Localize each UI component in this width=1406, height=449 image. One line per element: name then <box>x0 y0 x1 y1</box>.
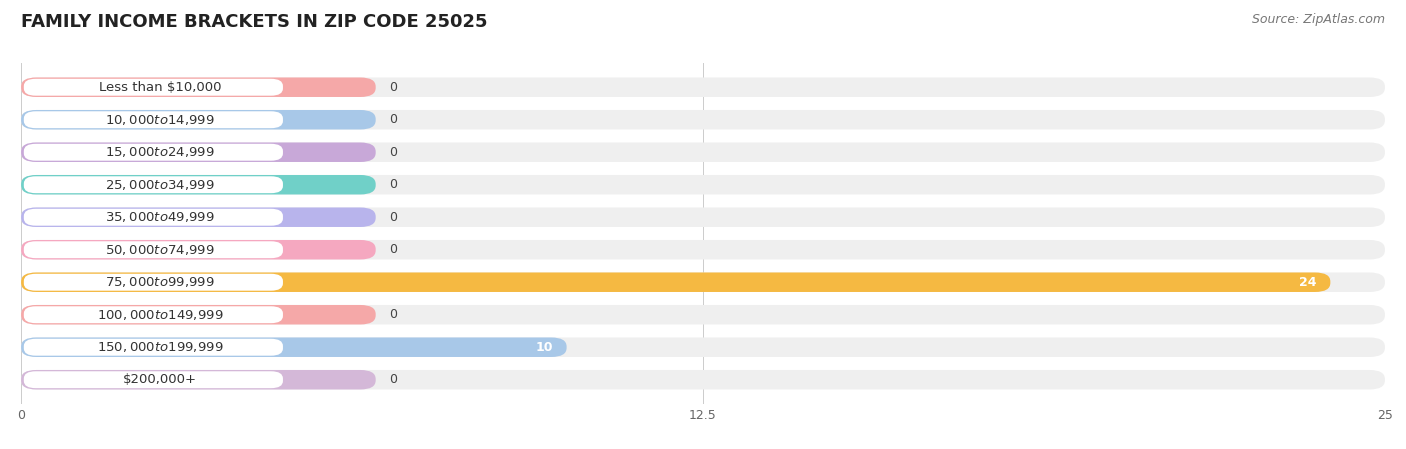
Text: $10,000 to $14,999: $10,000 to $14,999 <box>105 113 215 127</box>
FancyBboxPatch shape <box>21 175 375 194</box>
FancyBboxPatch shape <box>21 78 375 97</box>
FancyBboxPatch shape <box>21 338 1385 357</box>
FancyBboxPatch shape <box>21 207 375 227</box>
Text: 0: 0 <box>389 178 398 191</box>
FancyBboxPatch shape <box>21 207 1385 227</box>
FancyBboxPatch shape <box>21 273 1385 292</box>
FancyBboxPatch shape <box>21 110 375 129</box>
FancyBboxPatch shape <box>21 240 375 260</box>
FancyBboxPatch shape <box>21 240 1385 260</box>
Text: $150,000 to $199,999: $150,000 to $199,999 <box>97 340 224 354</box>
FancyBboxPatch shape <box>24 274 283 291</box>
FancyBboxPatch shape <box>21 78 1385 97</box>
Text: 0: 0 <box>389 211 398 224</box>
Text: 24: 24 <box>1299 276 1317 289</box>
Text: 0: 0 <box>389 113 398 126</box>
Text: 0: 0 <box>389 81 398 94</box>
Text: $35,000 to $49,999: $35,000 to $49,999 <box>105 210 215 224</box>
FancyBboxPatch shape <box>21 110 1385 129</box>
FancyBboxPatch shape <box>21 273 1330 292</box>
FancyBboxPatch shape <box>21 175 1385 194</box>
FancyBboxPatch shape <box>21 370 375 389</box>
Text: Source: ZipAtlas.com: Source: ZipAtlas.com <box>1251 13 1385 26</box>
Text: 0: 0 <box>389 373 398 386</box>
FancyBboxPatch shape <box>24 306 283 323</box>
Text: $75,000 to $99,999: $75,000 to $99,999 <box>105 275 215 289</box>
FancyBboxPatch shape <box>24 339 283 356</box>
FancyBboxPatch shape <box>21 142 1385 162</box>
FancyBboxPatch shape <box>24 79 283 96</box>
Text: 0: 0 <box>389 243 398 256</box>
Text: $200,000+: $200,000+ <box>124 373 197 386</box>
FancyBboxPatch shape <box>21 142 375 162</box>
Text: 0: 0 <box>389 146 398 159</box>
FancyBboxPatch shape <box>21 370 1385 389</box>
FancyBboxPatch shape <box>24 371 283 388</box>
FancyBboxPatch shape <box>21 305 375 325</box>
Text: $15,000 to $24,999: $15,000 to $24,999 <box>105 145 215 159</box>
Text: $25,000 to $34,999: $25,000 to $34,999 <box>105 178 215 192</box>
FancyBboxPatch shape <box>24 241 283 258</box>
Text: 0: 0 <box>389 308 398 321</box>
FancyBboxPatch shape <box>21 305 1385 325</box>
FancyBboxPatch shape <box>21 338 567 357</box>
Text: Less than $10,000: Less than $10,000 <box>98 81 222 94</box>
FancyBboxPatch shape <box>24 144 283 161</box>
FancyBboxPatch shape <box>24 111 283 128</box>
Text: $100,000 to $149,999: $100,000 to $149,999 <box>97 308 224 322</box>
Text: $50,000 to $74,999: $50,000 to $74,999 <box>105 243 215 257</box>
Text: 10: 10 <box>536 341 553 354</box>
FancyBboxPatch shape <box>24 176 283 193</box>
FancyBboxPatch shape <box>24 209 283 226</box>
Text: FAMILY INCOME BRACKETS IN ZIP CODE 25025: FAMILY INCOME BRACKETS IN ZIP CODE 25025 <box>21 13 488 31</box>
